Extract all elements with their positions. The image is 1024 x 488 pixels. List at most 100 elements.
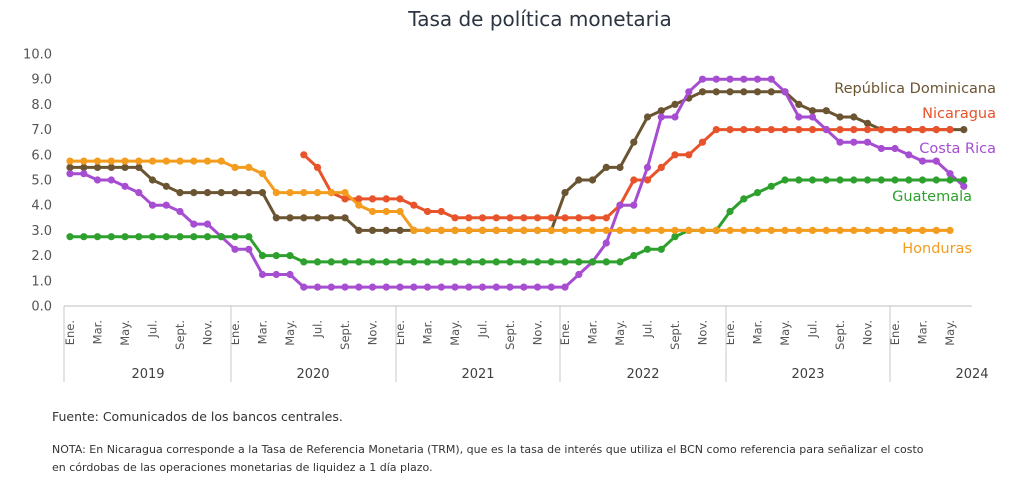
y-tick-label: 5.0 [31,174,52,189]
series-label: Nicaragua [922,106,996,122]
data-point [575,214,583,222]
data-point [753,75,762,83]
data-point [533,283,542,291]
data-point [863,119,872,127]
data-point [643,176,652,184]
data-point [726,207,734,216]
data-point [671,113,679,121]
data-point [918,126,927,134]
series-label: Costa Rica [919,141,996,157]
data-point [245,189,253,197]
data-point [341,189,349,197]
data-point [341,258,349,266]
data-point [465,226,473,234]
data-point [588,258,597,266]
data-point [795,226,803,234]
data-point [712,126,720,134]
data-point [478,214,487,222]
x-tick-label: Jul. [806,320,820,339]
data-point [258,170,267,178]
data-point [190,220,198,228]
data-point [272,214,280,222]
data-point [341,195,349,203]
data-point [891,176,899,184]
data-point [836,113,844,121]
data-point [726,75,734,83]
data-point [657,113,665,121]
data-point [698,88,707,96]
data-point [657,163,665,171]
data-point [520,283,528,291]
data-point [836,226,844,234]
data-point [740,226,748,234]
data-point [162,201,170,209]
x-tick-label: Jul. [146,320,160,339]
y-tick-label: 3.0 [31,224,52,239]
source-note: Fuente: Comunicados de los bancos centra… [52,409,343,424]
data-point [753,88,762,96]
data-point [107,176,115,184]
x-tick-label: May. [613,320,627,346]
x-tick-label: Ene. [63,320,77,345]
y-tick-label: 7.0 [31,123,52,138]
data-point [396,283,404,291]
data-point [272,189,280,197]
x-tick-label: Mar. [916,320,930,344]
y-tick-label: 2.0 [31,249,52,264]
year-label: 2021 [461,367,494,382]
year-label: 2020 [296,367,329,382]
y-tick-label: 1.0 [31,274,52,289]
data-point [382,283,390,291]
data-point [561,283,569,291]
data-point [203,157,212,165]
data-point [217,189,225,197]
data-point [781,88,789,96]
x-tick-label: Ene. [558,320,572,345]
data-point [121,233,129,241]
data-point [726,226,734,234]
data-point [822,176,830,184]
data-point [148,157,157,165]
data-point [66,233,74,241]
data-point [396,258,404,266]
data-point [740,88,748,96]
data-point [368,195,377,203]
data-point [671,233,679,241]
data-point [850,176,858,184]
data-point [355,283,363,291]
data-point [575,226,583,234]
data-point [478,283,487,291]
data-point [190,189,198,197]
data-point [231,163,239,171]
data-point [657,226,665,234]
data-point [506,258,514,266]
data-point [423,226,432,234]
data-point [80,163,88,171]
data-point [698,226,707,234]
data-point [602,258,610,266]
data-point [437,207,445,216]
x-tick-label: Ene. [888,320,902,345]
data-point [451,214,459,222]
data-point [740,126,748,134]
data-point [946,226,954,234]
data-point [492,258,500,266]
data-point [905,126,913,134]
data-point [561,258,569,266]
series-label: República Dominicana [834,81,996,97]
data-point [602,239,610,247]
data-point [286,189,294,197]
y-axis: 0.0 1.0 2.0 3.0 4.0 5.0 6.0 7.0 8.0 9.0 10.0 [23,48,52,315]
year-label: 2019 [131,367,164,382]
data-point [66,157,74,165]
data-point [685,88,693,96]
data-point [657,245,665,253]
data-point [66,163,74,171]
data-point [410,258,418,266]
data-point [918,226,927,234]
data-point [822,126,830,134]
data-point [341,283,349,291]
data-point [767,126,775,134]
data-point [795,176,803,184]
x-tick-label: May. [448,320,462,346]
